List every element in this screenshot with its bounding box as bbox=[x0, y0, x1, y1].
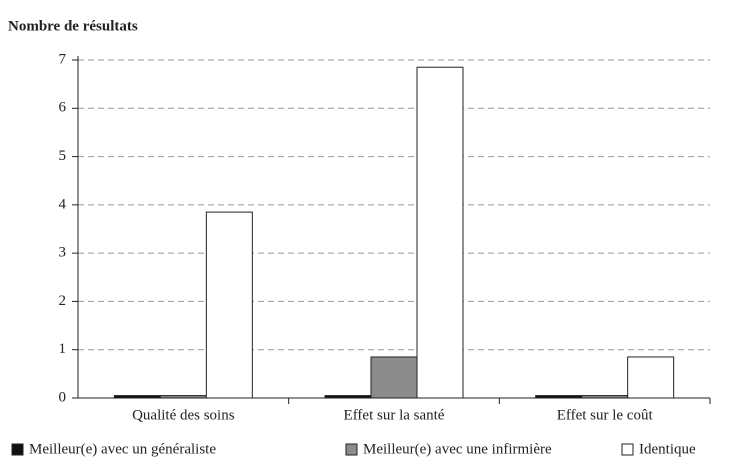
bar bbox=[324, 395, 372, 399]
legend-label: Meilleur(e) avec une infirmière bbox=[363, 441, 552, 457]
y-tick-label: 7 bbox=[59, 51, 67, 67]
y-tick-label: 6 bbox=[59, 100, 67, 116]
x-tick-label: Qualité des soins bbox=[132, 407, 235, 423]
legend-label: Identique bbox=[639, 441, 696, 457]
y-tick-label: 0 bbox=[59, 389, 67, 405]
x-tick-label: Effet sur la santé bbox=[344, 407, 445, 423]
y-tick-label: 4 bbox=[59, 196, 67, 212]
bar bbox=[205, 211, 253, 399]
bar bbox=[581, 395, 629, 399]
bar bbox=[416, 66, 464, 399]
legend-swatch bbox=[11, 443, 24, 456]
x-tick-label: Effet sur le coût bbox=[557, 407, 654, 423]
y-axis-title: Nombre de résultats bbox=[8, 18, 138, 34]
bar bbox=[370, 356, 418, 399]
y-tick-label: 5 bbox=[59, 148, 67, 164]
legend-swatch bbox=[345, 443, 358, 456]
bar bbox=[535, 395, 583, 399]
legend-label: Meilleur(e) avec un généraliste bbox=[29, 441, 216, 457]
bar bbox=[113, 395, 161, 399]
y-tick-label: 3 bbox=[59, 245, 67, 261]
y-tick-label: 2 bbox=[59, 293, 67, 309]
y-tick-label: 1 bbox=[59, 341, 67, 357]
bar bbox=[627, 356, 675, 399]
legend-swatch bbox=[621, 443, 634, 456]
bar bbox=[159, 395, 207, 399]
